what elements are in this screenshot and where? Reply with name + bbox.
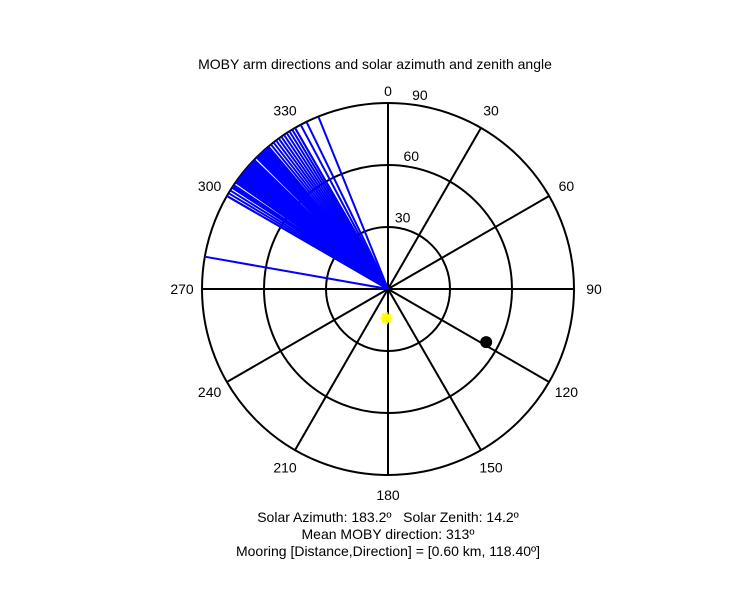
angle-tick-label: 240	[198, 384, 222, 400]
radial-tick-label: 90	[412, 87, 428, 103]
angle-tick-label: 150	[479, 459, 503, 475]
angle-tick-label: 210	[273, 459, 297, 475]
angle-tick-label: 0	[384, 83, 392, 99]
sun-marker-stroke	[381, 312, 392, 324]
arm-direction-line	[299, 124, 389, 290]
arm-direction-line	[317, 116, 389, 290]
mean-direction-caption: Mean MOBY direction: 313º	[301, 526, 475, 542]
angle-tick-label: 300	[198, 178, 222, 194]
mooring-marker	[480, 336, 493, 349]
arm-direction-line	[204, 255, 389, 290]
angle-tick-label: 30	[483, 103, 499, 119]
solar-caption: Solar Azimuth: 183.2º Solar Zenith: 14.2…	[257, 509, 519, 525]
chart-title: MOBY arm directions and solar azimuth an…	[198, 56, 552, 72]
angular-grid-line	[294, 288, 389, 451]
angle-tick-label: 120	[555, 384, 579, 400]
angular-grid-line	[387, 195, 550, 290]
mooring-caption: Mooring [Distance,Direction] = [0.60 km,…	[235, 543, 541, 559]
angular-grid-line	[387, 127, 482, 290]
angular-grid-line	[387, 288, 550, 383]
arm-direction-line	[305, 121, 389, 290]
angle-tick-label: 270	[170, 281, 194, 297]
angle-tick-label: 60	[559, 178, 575, 194]
radial-tick-label: 30	[395, 210, 411, 226]
angular-grid-line	[226, 288, 389, 383]
angular-grid-line	[387, 288, 482, 451]
sun-marker	[380, 312, 393, 325]
radial-tick-label: 60	[403, 148, 419, 164]
angle-tick-label: 180	[376, 487, 400, 503]
angle-tick-label: 330	[273, 103, 297, 119]
arm-direction-line	[294, 127, 389, 290]
angle-tick-label: 90	[586, 281, 602, 297]
